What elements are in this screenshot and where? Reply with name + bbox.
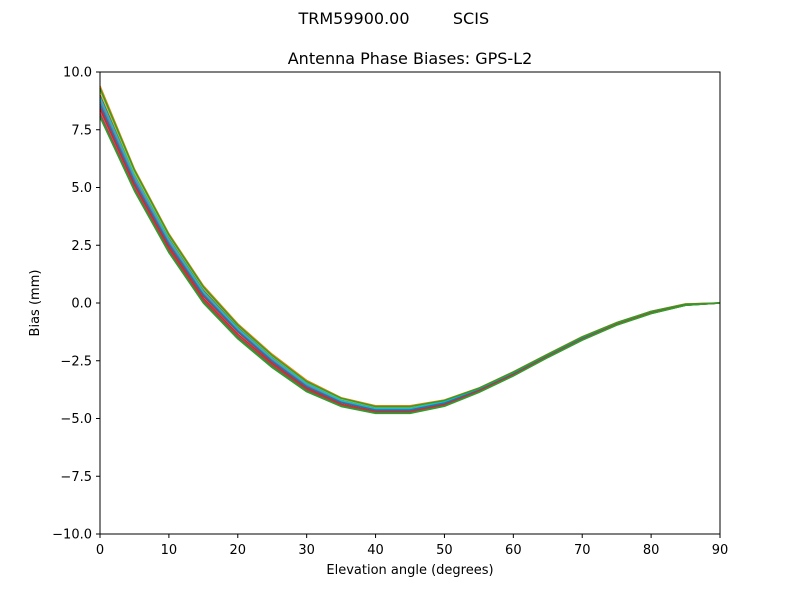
x-tick-label: 50 bbox=[436, 543, 453, 558]
y-tick-label: 7.5 bbox=[71, 123, 92, 138]
y-axis-label: Bias (mm) bbox=[28, 270, 43, 337]
y-tick-label: −2.5 bbox=[60, 354, 92, 369]
y-tick-label: −5.0 bbox=[60, 412, 92, 427]
x-tick-label: 10 bbox=[161, 543, 178, 558]
suptitle-radome: SCIS bbox=[453, 9, 489, 28]
x-tick-label: 40 bbox=[367, 543, 384, 558]
y-tick-label: 5.0 bbox=[71, 181, 92, 196]
y-tick-label: −10.0 bbox=[52, 528, 92, 543]
x-axis-label: Elevation angle (degrees) bbox=[326, 563, 493, 578]
y-tick-label: −7.5 bbox=[60, 470, 92, 485]
y-tick-label: 10.0 bbox=[63, 66, 92, 81]
x-tick-label: 20 bbox=[230, 543, 247, 558]
x-tick-label: 90 bbox=[712, 543, 729, 558]
x-tick-label: 0 bbox=[96, 543, 104, 558]
y-tick-label: 2.5 bbox=[71, 239, 92, 254]
y-tick-label: 0.0 bbox=[71, 297, 92, 312]
plot-area bbox=[100, 72, 720, 534]
x-tick-label: 60 bbox=[505, 543, 522, 558]
series-layer bbox=[99, 85, 721, 415]
chart-title: Antenna Phase Biases: GPS-L2 bbox=[288, 49, 533, 68]
x-tick-label: 80 bbox=[643, 543, 660, 558]
series-line-11 bbox=[99, 87, 721, 408]
x-tick-label: 70 bbox=[574, 543, 591, 558]
series-line-14 bbox=[99, 116, 721, 415]
x-tick-label: 30 bbox=[298, 543, 315, 558]
axes-frame bbox=[99, 71, 721, 535]
suptitle-antenna: TRM59900.00 bbox=[297, 9, 409, 28]
ticks-layer: 0 10 20 30 40 50 60 70 80 90 10.0 7.5 5.0 2.5 0.0 −2.5 −… bbox=[52, 66, 728, 559]
